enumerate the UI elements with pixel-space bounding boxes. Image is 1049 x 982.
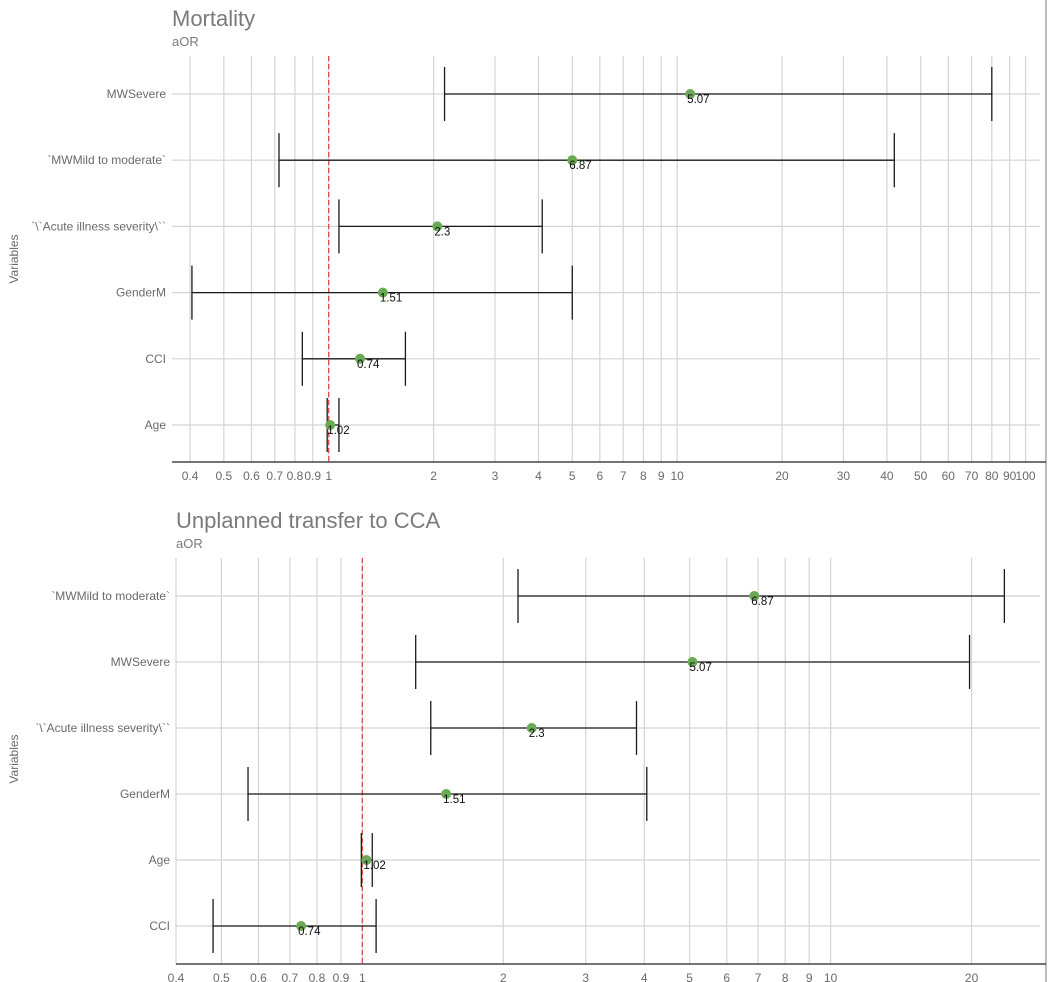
y-tick-label: CCI <box>145 352 166 366</box>
x-tick-label: 70 <box>965 469 979 483</box>
x-tick-label: 0.4 <box>168 971 185 982</box>
data-label: 1.51 <box>380 293 402 305</box>
estimate-point <box>567 155 578 166</box>
transfer-chart-panel: Unplanned transfer to CCA aOR Variables … <box>0 490 1049 982</box>
x-tick-label: 9 <box>658 469 665 483</box>
y-tick-label: `\`Acute illness severity\`` <box>31 219 166 233</box>
x-tick-label: 0.9 <box>333 971 350 982</box>
data-label: 0.74 <box>298 926 321 938</box>
estimate-point <box>377 287 388 298</box>
x-tick-label: 0.8 <box>309 971 326 982</box>
data-label: 6.87 <box>751 596 773 608</box>
chart-subtitle: aOR <box>176 536 203 551</box>
x-tick-label: 60 <box>942 469 956 483</box>
x-tick-label: 8 <box>782 971 789 982</box>
x-tick-label: 20 <box>965 971 979 982</box>
data-label: 6.87 <box>569 160 591 172</box>
chart-subtitle: aOR <box>172 34 199 49</box>
data-label: 5.07 <box>687 94 709 106</box>
y-tick-label: GenderM <box>120 787 170 801</box>
x-tick-label: 90 <box>1003 469 1017 483</box>
y-tick-label: `MWMild to moderate` <box>51 589 170 603</box>
x-tick-label: 10 <box>824 971 838 982</box>
estimate-point <box>441 789 452 799</box>
right-edge-line <box>1045 0 1047 982</box>
x-tick-label: 6 <box>723 971 730 982</box>
estimate-point <box>432 221 443 232</box>
data-label: 5.07 <box>689 662 711 674</box>
y-tick-label: MWSevere <box>107 87 167 101</box>
x-tick-label: 0.4 <box>182 469 199 483</box>
x-tick-label: 0.6 <box>243 469 260 483</box>
x-tick-label: 6 <box>597 469 604 483</box>
x-tick-label: 8 <box>640 469 647 483</box>
x-tick-label: 20 <box>775 469 789 483</box>
data-label: 1.02 <box>363 860 385 872</box>
x-tick-label: 0.9 <box>304 469 321 483</box>
chart-title: Unplanned transfer to CCA <box>176 508 441 533</box>
y-tick-label: GenderM <box>116 286 166 300</box>
x-tick-label: 2 <box>430 469 437 483</box>
x-tick-label: 0.5 <box>213 971 230 982</box>
x-tick-label: 9 <box>806 971 813 982</box>
x-tick-label: 0.8 <box>287 469 304 483</box>
estimate-point <box>685 89 696 99</box>
y-tick-label: `MWMild to moderate` <box>47 153 166 167</box>
data-label: 0.74 <box>357 359 380 371</box>
y-tick-label: Age <box>145 418 167 432</box>
x-tick-label: 1 <box>325 469 332 483</box>
mortality-chart-panel: Mortality aOR Variables 0.4 0.5 0.6 0.7 0.8 0… <box>0 0 1049 490</box>
x-tick-label: 4 <box>535 469 542 483</box>
x-tick-label: 4 <box>641 971 648 982</box>
data-label: 2.3 <box>434 226 450 238</box>
x-tick-label: 3 <box>582 971 589 982</box>
x-tick-label: 10 <box>670 469 684 483</box>
estimate-point <box>361 855 372 865</box>
x-tick-label: 50 <box>914 469 928 483</box>
estimate-point <box>296 921 307 931</box>
y-tick-label: Age <box>149 853 171 867</box>
estimate-point <box>355 353 366 364</box>
estimate-point <box>526 723 537 733</box>
transfer-plot: 0.4 0.5 0.6 0.7 0.8 0.9 1 2 3 4 5 6 7 8 9 10 20 `MWMild t… <box>35 558 1046 982</box>
data-label: 2.3 <box>529 728 545 740</box>
estimate-point <box>325 420 336 430</box>
x-tick-label: 2 <box>500 971 507 982</box>
x-tick-label: 1 <box>359 971 366 982</box>
x-tick-label: 100 <box>1016 469 1036 483</box>
mortality-plot: 0.4 0.5 0.6 0.7 0.8 0.9 1 2 3 4 5 6 7 8 9 10 20 30 40 50 60 7… <box>31 56 1046 483</box>
x-tick-label: 0.6 <box>250 971 267 982</box>
x-tick-label: 7 <box>755 971 762 982</box>
x-tick-label: 0.5 <box>215 469 232 483</box>
x-tick-label: 80 <box>985 469 999 483</box>
x-tick-label: 3 <box>492 469 499 483</box>
x-tick-label: 5 <box>686 971 693 982</box>
y-tick-label: MWSevere <box>111 655 171 669</box>
x-tick-label: 7 <box>620 469 627 483</box>
data-label: 1.02 <box>327 425 349 437</box>
y-tick-label: `\`Acute illness severity\`` <box>35 721 170 735</box>
y-tick-label: CCI <box>149 919 170 933</box>
x-tick-label: 5 <box>569 469 576 483</box>
x-tick-label: 0.7 <box>266 469 283 483</box>
x-tick-label: 0.7 <box>281 971 298 982</box>
x-tick-label: 40 <box>880 469 894 483</box>
estimate-point <box>687 657 698 667</box>
chart-title: Mortality <box>172 6 256 31</box>
estimate-point <box>749 591 760 601</box>
x-tick-label: 30 <box>837 469 851 483</box>
data-label: 1.51 <box>443 794 465 806</box>
